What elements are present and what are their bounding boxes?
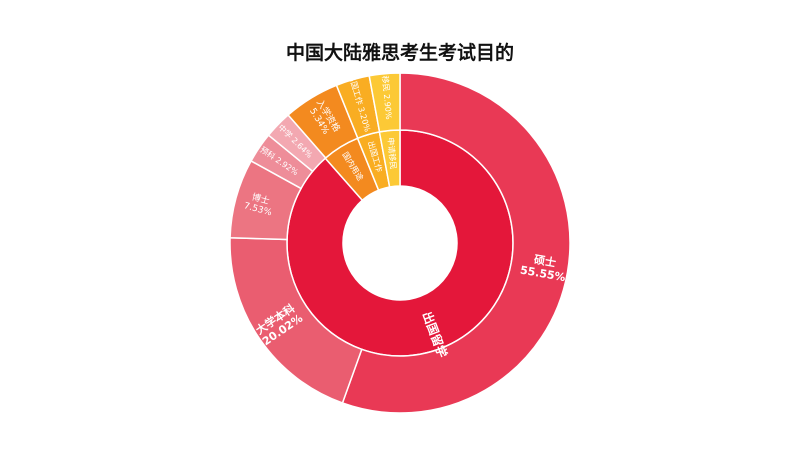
outer-ring <box>229 72 571 414</box>
outer-label-7: 移民 2.90% <box>380 75 394 120</box>
inner-ring <box>286 129 514 357</box>
outer-segment-7[interactable] <box>368 72 401 133</box>
outer-segment-0[interactable] <box>341 72 571 414</box>
inner-label-3: 申请移民 <box>386 137 399 170</box>
outer-label-name-0: 硕士 <box>533 252 557 270</box>
chart-title: 中国大陆雅思考生考试目的 <box>285 42 514 64</box>
